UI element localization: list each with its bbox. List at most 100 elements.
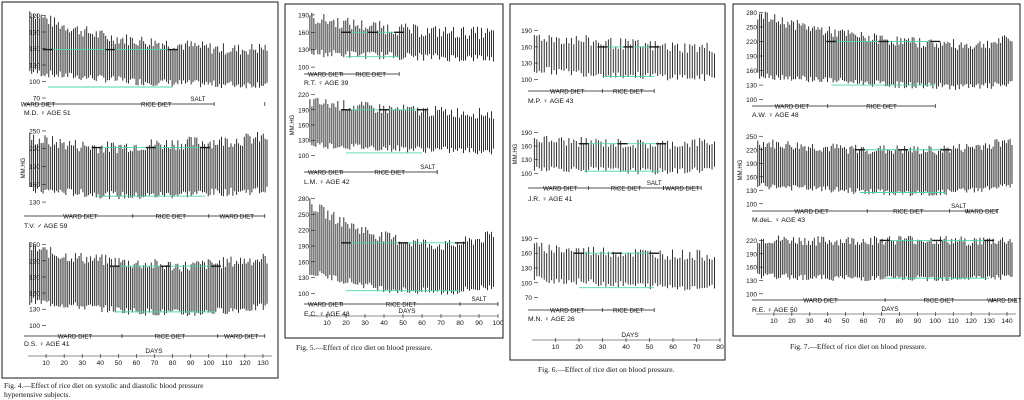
y-tick-label: 100 — [29, 79, 40, 86]
phase-label: WARD DIET — [550, 88, 585, 95]
fig4-caption-line2: hypertensive subjects. — [4, 390, 70, 399]
chart-panels: 70 100 130 160 190 220 WARD DIET RICE DIET SALT M… — [21, 10, 1022, 348]
y-tick-label: 130 — [746, 83, 757, 90]
phase-label: WARD DIET — [665, 185, 700, 192]
panel-1: 70 100 130 160 190 220 WARD DIET RICE DIET SALT M… — [21, 11, 268, 117]
phase-label: RICE DIET — [613, 307, 644, 314]
phase-label: SALT — [471, 296, 486, 303]
y-tick-label: 250 — [298, 212, 309, 219]
phase-label: SALT — [190, 96, 205, 103]
phase-label: WARD DIET — [224, 333, 259, 340]
y-tick-label: 190 — [29, 164, 40, 171]
panel-12: 100 130 160 190 220 WARD DIET RICE DIET WARD DI… — [746, 235, 1022, 314]
phase-label: WARD DIET — [543, 185, 578, 192]
phase-label: WARD DIET — [550, 307, 585, 314]
x-tick-label: 40 — [380, 320, 388, 327]
y-tick-label: 160 — [521, 144, 532, 151]
y-tick-label: 190 — [746, 161, 757, 168]
fig6-caption: Fig. 6.—Effect of rice diet on blood pre… — [538, 365, 675, 374]
y-tick-label: 100 — [746, 201, 757, 208]
phase-label: WARD DIET — [775, 103, 810, 110]
y-tick-label: 130 — [298, 47, 309, 54]
y-tick-label: 130 — [746, 278, 757, 285]
y-axis-label: MM.HG — [513, 143, 519, 164]
y-tick-label: 130 — [521, 266, 532, 273]
subject-label: A.W. ♀ AGE 48 — [752, 112, 799, 119]
y-tick-label: 130 — [521, 61, 532, 68]
x-axis-label: DAYS — [881, 306, 899, 313]
phase-label: WARD DIET — [965, 208, 1000, 215]
y-tick-label: 70 — [525, 295, 533, 302]
subject-label: J.R. ♀ AGE 41 — [528, 196, 573, 203]
x-tick-label: 120 — [239, 360, 251, 367]
x-tick-label: 10 — [323, 320, 331, 327]
y-tick-label: 250 — [29, 128, 40, 135]
x-tick-label: 70 — [693, 344, 701, 351]
y-tick-label: 280 — [746, 10, 757, 17]
y-tick-label: 250 — [746, 134, 757, 141]
phase-label: WARD DIET — [58, 333, 93, 340]
x-tick-label: 10 — [770, 318, 778, 325]
phase-label: SALT — [420, 164, 435, 171]
fig6-frame — [509, 3, 726, 361]
y-tick-label: 220 — [29, 146, 40, 153]
y-tick-label: 220 — [29, 13, 40, 20]
phase-label: RICE DIET — [355, 71, 386, 78]
y-tick-label: 130 — [29, 307, 40, 314]
x-tick-label: 80 — [716, 344, 724, 351]
y-tick-label: 190 — [298, 12, 309, 19]
panel-7: 100 130 160 190 WARD DIET RICE DIET M.P. ♀ AGE… — [521, 28, 715, 105]
x-tick-label: 110 — [948, 318, 959, 325]
y-tick-label: 100 — [298, 65, 309, 72]
x-tick-label: 30 — [78, 360, 86, 367]
y-tick-label: 160 — [746, 265, 757, 272]
phase-label: WARD DIET — [308, 301, 343, 308]
y-tick-label: 220 — [298, 228, 309, 235]
y-tick-label: 220 — [746, 238, 757, 245]
y-tick-label: 250 — [29, 242, 40, 249]
x-tick-label: 50 — [646, 344, 654, 351]
x-tick-label: 100 — [492, 320, 504, 327]
x-tick-label: 30 — [361, 320, 369, 327]
phase-label: RICE DIET — [866, 103, 897, 110]
phase-label: WARD DIET — [21, 101, 56, 108]
x-tick-label: 30 — [599, 344, 607, 351]
y-tick-label: 130 — [29, 63, 40, 70]
y-tick-label: 100 — [746, 97, 757, 104]
y-tick-label: 130 — [746, 188, 757, 195]
x-tick-label: 90 — [914, 318, 922, 325]
y-tick-label: 100 — [521, 280, 532, 287]
x-tick-label: 50 — [399, 320, 407, 327]
subject-label: R.T. ♀ AGE 39 — [304, 80, 349, 87]
y-tick-label: 250 — [746, 24, 757, 31]
phase-label: RICE DIET — [374, 169, 405, 176]
x-tick-label: 70 — [151, 360, 159, 367]
x-tick-label: 80 — [169, 360, 177, 367]
y-tick-label: 100 — [521, 77, 532, 84]
y-tick-label: 160 — [298, 259, 309, 266]
panel-9: 70 100 130 160 190 WARD DIET RICE DIET M.N. ♀ A… — [521, 236, 715, 323]
y-tick-label: 130 — [298, 138, 309, 145]
phase-label: WARD DIET — [308, 71, 343, 78]
subject-label: L.M. ♀ AGE 42 — [304, 179, 350, 186]
x-axis-label: DAYS — [621, 332, 639, 339]
y-tick-label: 220 — [746, 39, 757, 46]
y-tick-label: 100 — [521, 171, 532, 178]
y-tick-label: 130 — [521, 157, 532, 164]
fig7-caption: Fig. 7.—Effect of rice diet on blood pre… — [790, 342, 927, 351]
x-tick-label: 90 — [187, 360, 195, 367]
phase-label: WARD DIET — [794, 208, 829, 215]
fig4-x-axis: 10 20 30 40 50 60 70 80 90 100 110 120 130 DAYS — [28, 348, 272, 367]
fig5-frame — [284, 3, 504, 339]
y-tick-label: 100 — [298, 291, 309, 298]
x-axes: 10 20 30 40 50 60 70 80 90 100 110 120 130 DAYS 10 20 30… — [28, 306, 1016, 367]
x-tick-label: 100 — [203, 360, 215, 367]
y-axis-label: MM.HG — [738, 159, 744, 180]
phase-label: RICE DIET — [155, 333, 186, 340]
fig7-x-axis: 10 20 30 40 50 60 70 80 90 100 110 120 130 140 DAYS — [756, 306, 1016, 325]
x-tick-label: 70 — [878, 318, 886, 325]
y-tick-label: 160 — [29, 182, 40, 189]
y-tick-label: 190 — [29, 30, 40, 37]
x-tick-label: 120 — [966, 318, 978, 325]
